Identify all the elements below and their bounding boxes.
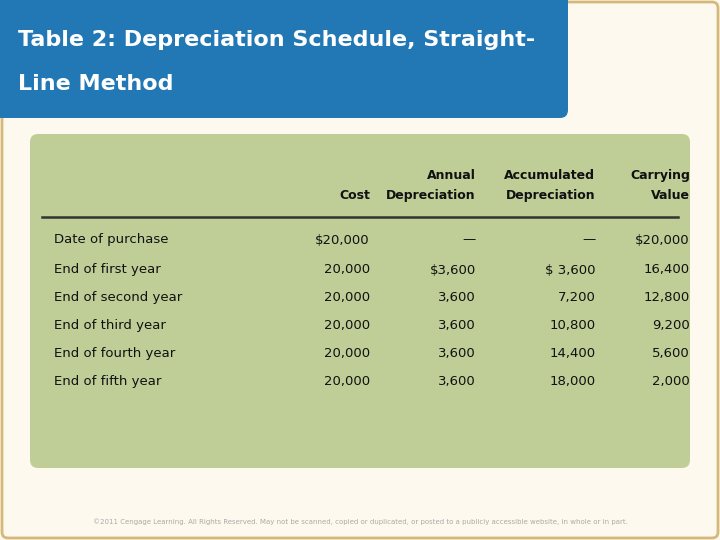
Text: 3,600: 3,600 [438,375,476,388]
Text: End of fifth year: End of fifth year [54,375,161,388]
Text: $20,000: $20,000 [635,233,690,246]
Text: 12,800: 12,800 [644,292,690,305]
Text: Cost: Cost [339,189,370,202]
Text: 20,000: 20,000 [324,348,370,361]
Text: 3,600: 3,600 [438,348,476,361]
Text: Depreciation: Depreciation [505,189,595,202]
FancyBboxPatch shape [30,134,690,468]
Text: End of first year: End of first year [54,264,161,276]
Text: End of second year: End of second year [54,292,182,305]
Text: —: — [582,233,595,246]
Text: 3,600: 3,600 [438,320,476,333]
Text: $3,600: $3,600 [430,264,476,276]
Text: 16,400: 16,400 [644,264,690,276]
Text: Date of purchase: Date of purchase [54,233,168,246]
Text: Line Method: Line Method [18,74,174,94]
Text: Depreciation: Depreciation [386,189,476,202]
Text: ©2011 Cengage Learning. All Rights Reserved. May not be scanned, copied or dupli: ©2011 Cengage Learning. All Rights Reser… [93,518,627,525]
Text: 20,000: 20,000 [324,264,370,276]
Text: Annual: Annual [427,169,476,182]
Text: Accumulated: Accumulated [504,169,595,182]
Text: 20,000: 20,000 [324,320,370,333]
FancyBboxPatch shape [0,0,568,118]
Text: 18,000: 18,000 [549,375,595,388]
Polygon shape [0,0,560,110]
Text: 20,000: 20,000 [324,375,370,388]
Text: 3,600: 3,600 [438,292,476,305]
Text: Value: Value [651,189,690,202]
Text: 5,600: 5,600 [652,348,690,361]
Text: $ 3,600: $ 3,600 [545,264,595,276]
Text: Table 2: Depreciation Schedule, Straight-: Table 2: Depreciation Schedule, Straight… [18,30,535,50]
Text: $20,000: $20,000 [315,233,370,246]
Text: 2,000: 2,000 [652,375,690,388]
Text: 7,200: 7,200 [557,292,595,305]
Text: 14,400: 14,400 [549,348,595,361]
Text: —: — [462,233,476,246]
Text: 20,000: 20,000 [324,292,370,305]
Text: End of third year: End of third year [54,320,166,333]
Text: 10,800: 10,800 [549,320,595,333]
Text: End of fourth year: End of fourth year [54,348,175,361]
Text: 9,200: 9,200 [652,320,690,333]
Text: Carrying: Carrying [630,169,690,182]
